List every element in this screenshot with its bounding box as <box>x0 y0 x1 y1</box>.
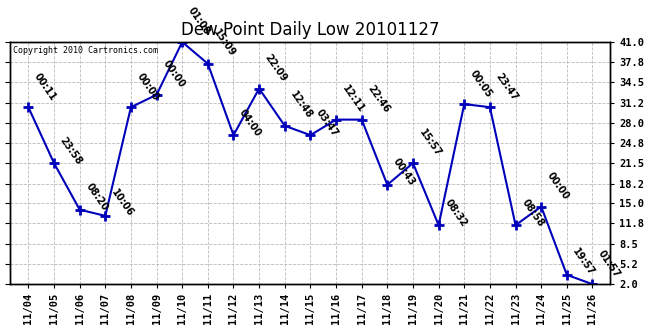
Text: 08:58: 08:58 <box>519 197 545 228</box>
Text: 10:06: 10:06 <box>109 188 135 219</box>
Text: 00:00: 00:00 <box>161 59 187 90</box>
Text: 00:00: 00:00 <box>135 71 161 102</box>
Text: 22:09: 22:09 <box>263 52 289 83</box>
Text: 15:09: 15:09 <box>212 28 238 59</box>
Text: 04:00: 04:00 <box>237 107 263 138</box>
Text: 08:32: 08:32 <box>443 197 469 228</box>
Text: 08:20: 08:20 <box>83 182 110 213</box>
Text: 01:08: 01:08 <box>186 6 212 37</box>
Text: 12:48: 12:48 <box>289 90 315 121</box>
Text: 19:57: 19:57 <box>571 247 597 278</box>
Text: 15:57: 15:57 <box>417 127 443 158</box>
Text: 23:47: 23:47 <box>494 71 520 102</box>
Text: Copyright 2010 Cartronics.com: Copyright 2010 Cartronics.com <box>14 46 159 55</box>
Text: 03:47: 03:47 <box>314 107 340 138</box>
Text: 00:05: 00:05 <box>468 68 494 99</box>
Text: 00:00: 00:00 <box>545 171 571 202</box>
Text: 00:11: 00:11 <box>32 71 58 102</box>
Text: 23:58: 23:58 <box>58 135 84 166</box>
Text: 01:57: 01:57 <box>596 248 622 279</box>
Title: Dew Point Daily Low 20101127: Dew Point Daily Low 20101127 <box>181 21 439 39</box>
Text: 00:43: 00:43 <box>391 157 417 188</box>
Text: 22:46: 22:46 <box>365 83 391 115</box>
Text: 12:11: 12:11 <box>340 83 366 115</box>
